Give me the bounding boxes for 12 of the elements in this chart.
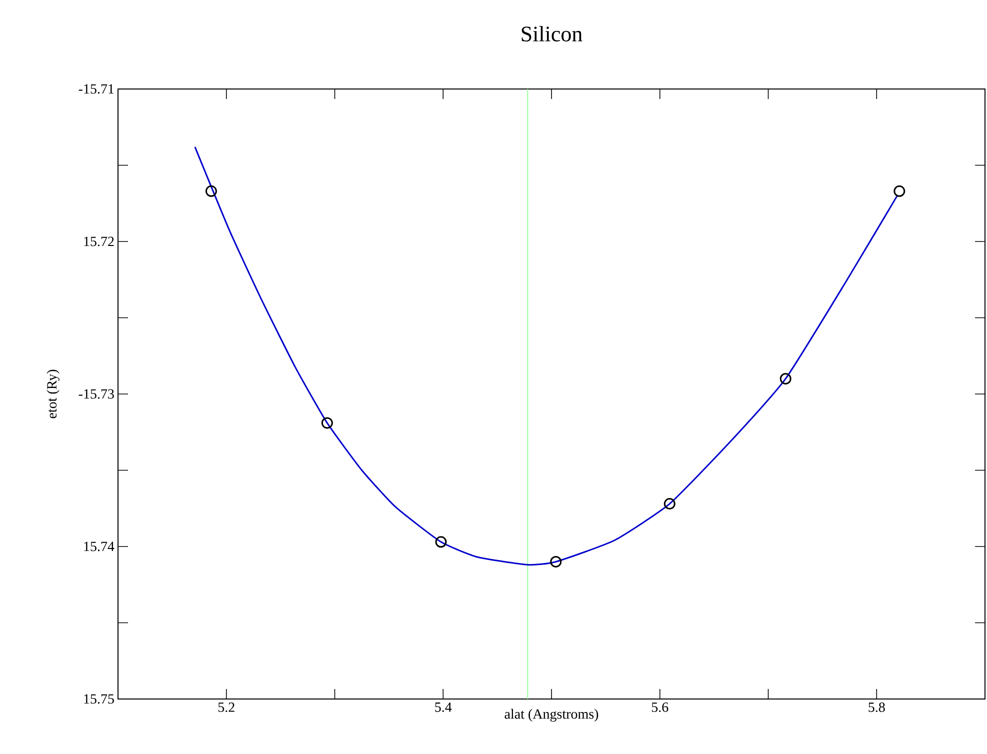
x-axis-title: alat (Angstroms) xyxy=(504,708,598,722)
y-axis-title: etot (Ry) xyxy=(46,370,60,418)
y-tick-label: -15.71 xyxy=(78,84,114,94)
x-tick-label: 5.4 xyxy=(435,702,452,712)
x-tick-label: 5.8 xyxy=(868,702,885,712)
x-tick-label: 5.6 xyxy=(652,702,668,712)
chart-title: Silicon xyxy=(522,26,582,42)
y-tick-label: -15.73 xyxy=(78,389,114,399)
y-tick-label: 15.74 xyxy=(84,542,114,552)
y-tick-label: 15.75 xyxy=(84,694,114,704)
x-tick-label: 5.2 xyxy=(218,702,234,712)
y-tick-label: 15.72 xyxy=(84,236,114,246)
